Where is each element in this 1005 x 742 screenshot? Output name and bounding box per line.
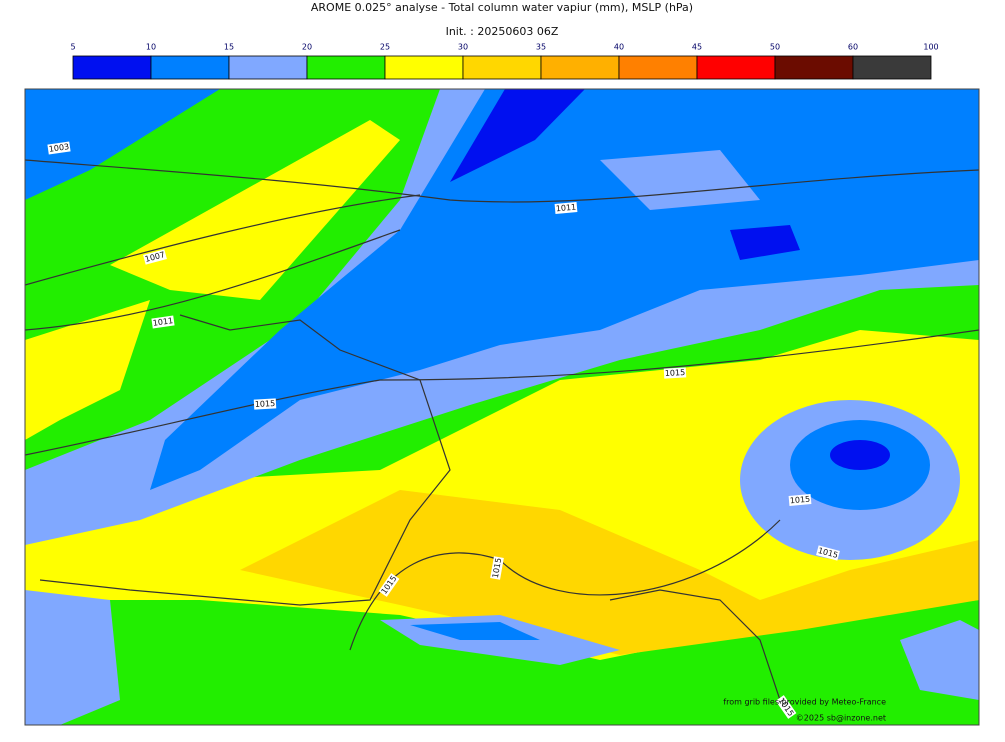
colorbar-tick-label: 60: [848, 43, 858, 52]
colorbar-tick-label: 15: [224, 43, 234, 52]
isobar-label-bg: [47, 141, 71, 155]
isobar-label-bg: [788, 494, 812, 506]
colorbar-tick-label: 50: [770, 43, 780, 52]
colorbar-bin: [72, 55, 152, 80]
isobar-label-bg: [143, 249, 167, 265]
isobar-label-bg: [378, 573, 400, 597]
colorbar-tick-label: 10: [146, 43, 156, 52]
isobar-label: 1011: [555, 203, 576, 214]
isobar-label-bg: [554, 202, 578, 214]
colorbar-bin: [774, 55, 854, 80]
map: [25, 89, 979, 725]
isobar-label-bg: [490, 556, 504, 580]
isobar-label: 1015: [789, 495, 810, 506]
colorbar-tick-label: 100: [923, 43, 938, 52]
isobar-label-bg: [253, 398, 277, 410]
map-frame: [24, 88, 980, 726]
isobar-label-bg: [151, 315, 175, 329]
colorbar-bin: [150, 55, 230, 80]
isobar-label-bg: [775, 695, 797, 719]
colorbar-bin: [540, 55, 620, 80]
isobar-label: 1015: [255, 399, 276, 409]
isobar-label-bg: [663, 367, 687, 379]
isobar-labels: 1003100710111011101510151015101510151015…: [47, 141, 840, 719]
colorbar-tick-label: 40: [614, 43, 624, 52]
colorbar: 5 10 15 20 25 30 35 40 45 50 60 100: [70, 43, 939, 80]
colorbar-tick-label: 20: [302, 43, 312, 52]
colorbar-bin: [462, 55, 542, 80]
colorbar-bin: [228, 55, 308, 80]
colorbar-tick-label: 5: [70, 43, 75, 52]
colorbar-tick-label: 45: [692, 43, 702, 52]
isobar-label: 1015: [665, 368, 686, 378]
colorbar-bin: [618, 55, 698, 80]
colorbar-tick-label: 30: [458, 43, 468, 52]
colorbar-tick-label: 35: [536, 43, 546, 52]
source-credit: from grib files provided by Meteo-France: [723, 698, 886, 707]
isobar-label-bg: [816, 545, 840, 561]
colorbar-bin: [306, 55, 386, 80]
subtitle: Init. : 20250603 06Z: [446, 25, 559, 38]
colorbar-bin: [696, 55, 776, 80]
isobar-label: 1003: [48, 142, 69, 154]
colorbar-tick-label: 25: [380, 43, 390, 52]
isobar-label: 1011: [152, 316, 173, 328]
isobar-label: 1015: [491, 557, 503, 579]
colorbar-bin: [384, 55, 464, 80]
colorbar-bin: [852, 55, 932, 80]
title: AROME 0.025° analyse - Total column wate…: [311, 1, 693, 14]
copyright: ©2025 sb@inzone.net: [796, 714, 886, 723]
